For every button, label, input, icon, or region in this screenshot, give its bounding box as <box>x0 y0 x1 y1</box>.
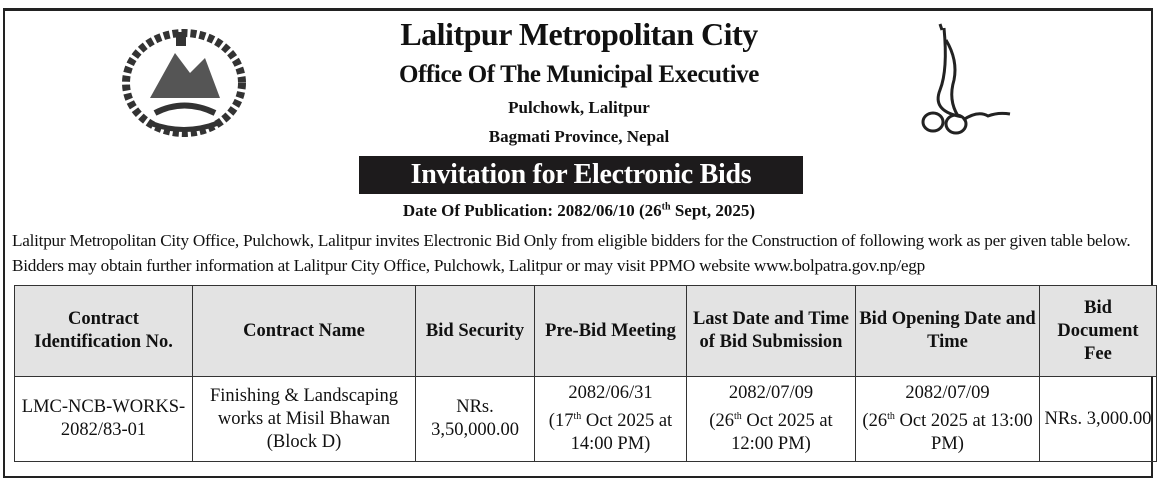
table-header-row: Contract Identification No. Contract Nam… <box>14 285 1157 377</box>
cell-bid-security: NRs. 3,50,000.00 <box>415 376 535 462</box>
address-line-2: Bagmati Province, Nepal <box>488 127 670 146</box>
cell-contract-name: Finishing & Landscaping works at Misil B… <box>192 376 416 462</box>
cell-submission: 2082/07/09 (26th Oct 2025 at 12:00 PM) <box>686 376 856 462</box>
bid-table: Contract Identification No. Contract Nam… <box>14 285 1157 462</box>
header-submission: Last Date and Time of Bid Submission <box>686 285 856 377</box>
header-contract-id: Contract Identification No. <box>14 285 193 377</box>
header-opening: Bid Opening Date and Time <box>855 285 1040 377</box>
cell-fee: NRs. 3,000.00 <box>1039 376 1157 462</box>
city-title: Lalitpur Metropolitan City <box>400 16 758 52</box>
intro-paragraph: Lalitpur Metropolitan City Office, Pulch… <box>12 231 1131 275</box>
publication-date: Date Of Publication: 2082/06/10 (26th Se… <box>402 201 756 220</box>
notice-frame <box>3 8 1153 478</box>
table-row: LMC-NCB-WORKS-2082/83-01 Finishing & Lan… <box>14 376 1157 462</box>
cell-contract-id: LMC-NCB-WORKS-2082/83-01 <box>14 376 193 462</box>
header-pre-bid: Pre-Bid Meeting <box>534 285 687 377</box>
header-bid-security: Bid Security <box>415 285 535 377</box>
nepal-emblem-icon <box>122 29 246 137</box>
address-line-1: Pulchowk, Lalitpur <box>508 98 650 117</box>
office-title: Office Of The Municipal Executive <box>399 61 759 88</box>
signature-icon <box>921 23 1011 135</box>
cell-opening: 2082/07/09 (26th Oct 2025 at 13:00 PM) <box>855 376 1040 462</box>
header-fee: Bid Document Fee <box>1039 285 1157 377</box>
notice-banner: Invitation for Electronic Bids <box>359 156 803 194</box>
cell-pre-bid: 2082/06/31 (17th Oct 2025 at 14:00 PM) <box>534 376 687 462</box>
header-contract-name: Contract Name <box>192 285 416 377</box>
